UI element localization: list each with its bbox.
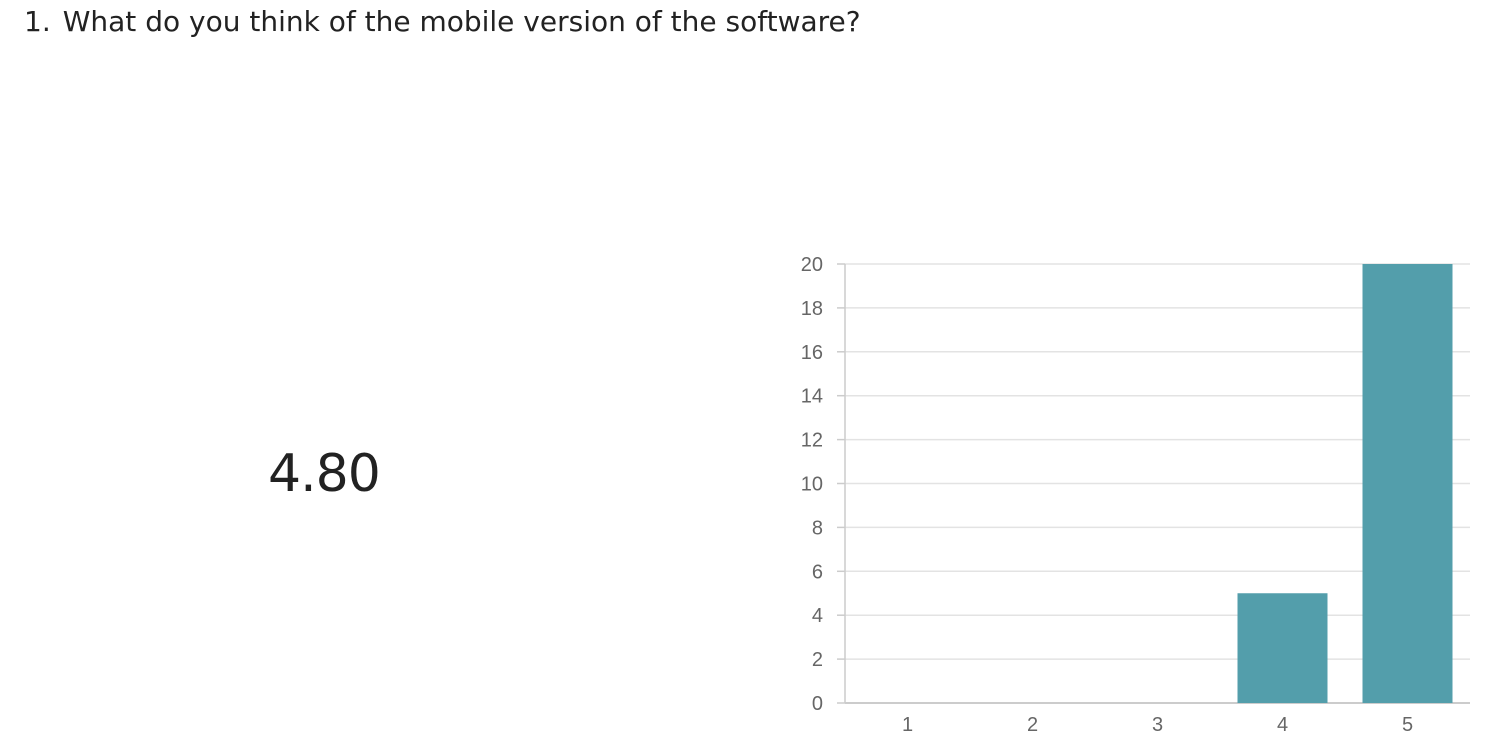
x-tick-label: 3: [1152, 714, 1163, 736]
y-tick-label: 0: [812, 693, 823, 715]
average-rating: 4.80: [268, 444, 381, 504]
y-tick-label: 6: [812, 561, 823, 583]
question-number: 1.: [24, 5, 51, 38]
y-tick-label: 4: [812, 605, 823, 627]
y-tick-label: 12: [801, 430, 823, 452]
y-tick-label: 14: [801, 386, 823, 408]
y-tick-label: 18: [801, 298, 823, 320]
y-tick-label: 20: [801, 254, 823, 276]
y-tick-label: 10: [801, 474, 823, 496]
x-tick-label: 5: [1402, 714, 1413, 736]
y-tick-label: 2: [812, 649, 823, 671]
bar-rating-5[interactable]: [1362, 264, 1453, 703]
question-text: What do you think of the mobile version …: [62, 5, 861, 38]
question-title: 1. What do you think of the mobile versio…: [24, 4, 861, 40]
x-tick-label: 2: [1027, 714, 1038, 736]
y-tick-label: 8: [812, 517, 823, 539]
bar-rating-4[interactable]: [1237, 593, 1328, 703]
x-tick-label: 4: [1277, 714, 1288, 736]
x-tick-label: 1: [902, 714, 913, 736]
y-tick-label: 16: [801, 342, 823, 364]
